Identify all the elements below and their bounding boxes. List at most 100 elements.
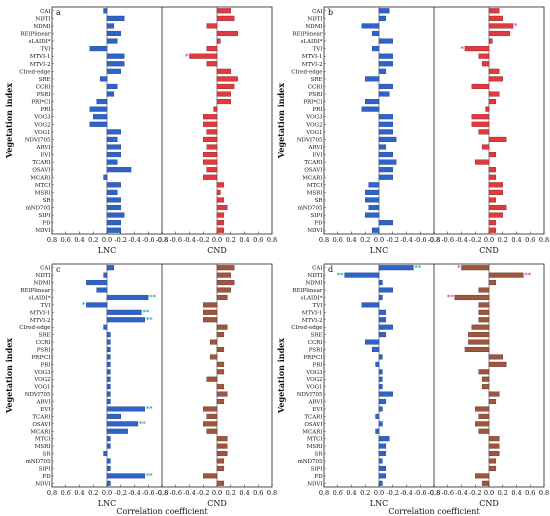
lnc-bar [378, 114, 393, 120]
y-tick-label: VOG1 [33, 385, 50, 391]
x-tick-label: 0.6 [61, 236, 71, 244]
lnc-bar [368, 204, 380, 211]
cnd-significance: * [461, 45, 465, 53]
lnc-bar [96, 99, 108, 105]
lnc-bar [106, 15, 125, 21]
x-tick-label: 0.4 [511, 489, 521, 497]
lnc-bar [106, 384, 111, 390]
cnd-bar [216, 91, 231, 97]
y-tick-label: REIPlinear [20, 288, 51, 294]
y-tick-label: MTVI-2 [30, 62, 51, 68]
y-tick-label: TVI [313, 303, 323, 309]
x-tick-label: -0.8 [428, 236, 441, 244]
y-tick-label: MSRI [307, 444, 323, 450]
cnd-bar [488, 280, 497, 286]
cnd-bar [481, 144, 490, 150]
cnd-bar [216, 451, 228, 457]
cnd-bar [216, 391, 228, 397]
x-tick-label: -0.2 [469, 236, 482, 244]
lnc-bar [378, 317, 387, 323]
y-tick-label: ARVI [35, 145, 50, 151]
cnd-bar [206, 167, 218, 173]
y-tick-label: VOG3 [33, 115, 51, 121]
lnc-bar [106, 136, 118, 142]
cnd-bar [481, 376, 490, 382]
lnc-bar [89, 106, 108, 112]
y-tick-label: mND705 [298, 459, 323, 465]
x-tick-label: -0.2 [386, 236, 399, 244]
x-tick-label: -0.2 [469, 489, 482, 497]
y-tick-label: mND705 [26, 459, 51, 465]
x-tick-label: 0.6 [253, 489, 263, 497]
y-tick-label: VOG2 [33, 377, 50, 383]
cnd-significance: ** [447, 294, 454, 302]
y-tick-label: NDVI [307, 228, 322, 234]
y-tick-label: CAI [40, 9, 50, 15]
cnd-bar [488, 91, 500, 97]
x-tick-label: 0.4 [239, 236, 249, 244]
lnc-bar [378, 38, 393, 44]
cnd-bar [216, 38, 221, 44]
x-tick-label: -0.8 [428, 236, 441, 244]
lnc-bar [106, 23, 115, 29]
x-tick-label: -0.2 [197, 489, 210, 497]
lnc-bar [378, 265, 414, 271]
lnc-label: LNC [370, 246, 388, 255]
lnc-bar [106, 369, 111, 375]
lnc-bar [96, 287, 108, 293]
cnd-bar [216, 332, 225, 338]
cnd-bar [488, 8, 500, 14]
x-tick-label: 0.2 [498, 236, 508, 244]
x-tick-label: 0.0 [484, 236, 494, 244]
x-tick-label: 0.4 [511, 236, 521, 244]
lnc-bar [378, 68, 387, 74]
y-tick-label: SR [43, 452, 52, 458]
cnd-bar [209, 354, 218, 360]
cnd-bar [454, 294, 490, 300]
y-tick-label: TCARI [304, 414, 322, 420]
cnd-bar [213, 106, 218, 112]
x-tick-label: -0.8 [428, 489, 441, 497]
y-tick-label: ARVI [307, 145, 322, 151]
x-tick-label: 0.6 [333, 236, 343, 244]
x-tick-label: 0.2 [498, 489, 508, 497]
lnc-bar [378, 121, 393, 127]
y-tick-label: VOG3 [33, 370, 51, 376]
lnc-bar [378, 480, 383, 486]
cnd-bar [478, 287, 490, 293]
lnc-significance: ** [146, 405, 153, 413]
lnc-bar [106, 265, 115, 271]
cnd-bar [488, 354, 503, 360]
y-tick-label: MTCI [35, 437, 51, 443]
cnd-bar [481, 480, 490, 486]
y-tick-label: NDTI [35, 16, 50, 22]
y-tick-label: MTVI-2 [30, 318, 51, 324]
x-tick-label: 0.2 [360, 236, 370, 244]
x-tick-label: -0.4 [128, 489, 141, 497]
y-tick-label: sLAIDI* [301, 295, 323, 301]
cnd-bar [488, 38, 493, 44]
y-tick-label: mND705 [26, 206, 51, 212]
x-tick-label: 0.0 [374, 236, 384, 244]
y-tick-label: REIPlinear [292, 31, 323, 37]
y-tick-label: MCARI [30, 175, 50, 181]
cnd-bar [216, 287, 231, 293]
lnc-bar [106, 458, 111, 464]
lnc-bar [378, 309, 387, 315]
y-tick-label: VOG2 [33, 122, 50, 128]
lnc-bar [106, 61, 125, 67]
cnd-bar [478, 428, 490, 434]
lnc-bar [378, 324, 393, 330]
lnc-bar [378, 61, 393, 67]
lnc-significance: ** [142, 309, 149, 317]
y-tick-label: MTCI [35, 183, 51, 189]
y-tick-label: sLAIDI* [29, 39, 51, 45]
cnd-bar [488, 220, 497, 226]
lnc-bar [106, 30, 121, 37]
lnc-bar [361, 23, 380, 29]
y-tick-label: SRE [311, 333, 323, 339]
cnd-bar [216, 204, 228, 211]
cnd-bar [216, 294, 228, 300]
cnd-bar [464, 346, 490, 352]
